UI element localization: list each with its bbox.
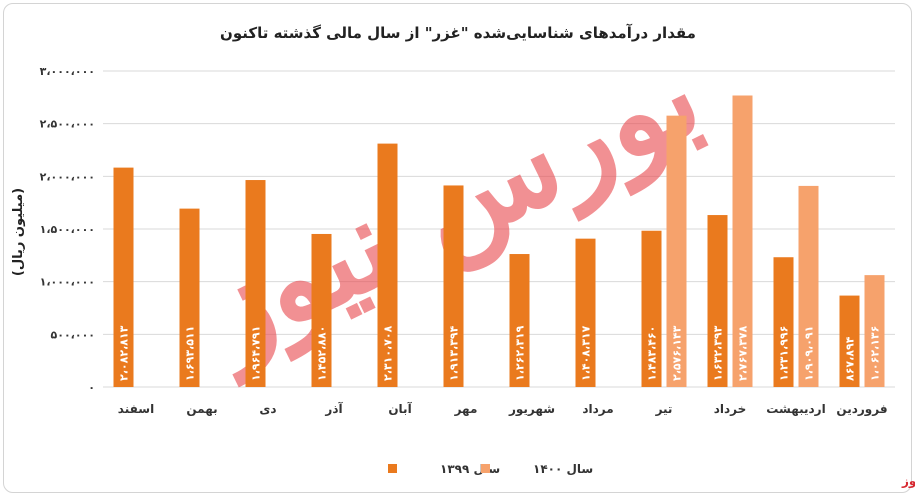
legend-swatch: [481, 464, 490, 473]
data-label: ۱،۴۸۳،۴۶۰: [646, 326, 659, 381]
data-label: ۱،۴۰۸،۳۱۷: [580, 325, 593, 381]
data-label: ۱،۹۱۳،۳۹۴: [448, 325, 461, 381]
bar-1399: [443, 185, 464, 387]
bar-1399: [113, 167, 134, 387]
data-label: ۲،۵۷۶،۱۴۳: [671, 325, 684, 381]
legend-label: سال ۱۴۰۰: [533, 462, 593, 476]
x-tick-label: دی: [259, 402, 276, 416]
y-axis-label: (میلیون ریال): [11, 188, 26, 276]
data-label: ۲،۷۶۷،۳۷۸: [737, 325, 750, 381]
y-tick-label: ۱،۵۰۰،۰۰۰: [40, 223, 95, 236]
y-tick-label: ۵۰۰،۰۰۰: [51, 328, 95, 341]
legend-label: سال ۱۳۹۹: [440, 462, 500, 476]
data-label: ۱،۶۹۳،۵۱۱: [184, 326, 197, 381]
data-label: ۱،۴۵۲،۸۸۰: [316, 326, 329, 381]
bar-1399: [707, 215, 728, 387]
y-tick-label: ۲،۰۰۰،۰۰۰: [40, 170, 95, 183]
x-tick-label: خرداد: [714, 402, 747, 416]
bar-1399: [245, 180, 266, 387]
bars: ۸۶۷،۸۹۴ ۱،۰۶۲،۱۳۶ ۱،۲۳۱،۹۹۶ ۱،۹۰۹،۰۹۱ ۱،۶۳۲،…: [113, 95, 885, 387]
bar-1399: [773, 257, 794, 387]
bar-1399: [575, 238, 596, 387]
data-label: ۱،۲۶۲،۳۱۹: [514, 325, 527, 381]
x-tick-label: آذر: [324, 401, 343, 416]
bar-1400: [864, 275, 885, 387]
bar-1399: [179, 208, 200, 387]
bar-1399: [509, 254, 530, 387]
x-axis-ticks: فروردین اردیبهشت خرداد تیر مرداد شهریور مهر آبا…: [118, 401, 888, 417]
x-tick-label: بهمن: [186, 402, 217, 416]
data-label: ۲،۰۸۲،۸۱۳: [118, 325, 131, 381]
bar-1399: [839, 295, 860, 387]
x-tick-label: آبان: [388, 401, 412, 416]
data-label: ۲،۳۱۰،۷۰۸: [382, 325, 395, 381]
bar-1400: [666, 115, 687, 387]
data-label: ۱،۹۶۴،۷۹۱: [250, 326, 263, 381]
bar-1400: [732, 95, 753, 387]
bar-1400: [798, 185, 819, 387]
brand-mark: بورس‌نیوز: [901, 474, 915, 489]
chart-title: مقدار درآمدهای شناسایی‌شده "غزر" از سال …: [220, 24, 696, 42]
gridlines: [103, 70, 895, 388]
bar-1399: [377, 143, 398, 387]
data-label: ۸۶۷،۸۹۴: [844, 336, 857, 381]
data-label: ۱،۶۳۲،۳۹۳: [712, 325, 725, 381]
data-label: ۱،۹۰۹،۰۹۱: [803, 326, 816, 381]
y-axis-ticks: ۰ ۵۰۰،۰۰۰ ۱،۰۰۰،۰۰۰ ۱،۵۰۰،۰۰۰ ۲،۰۰۰،۰۰۰ ۲،۵۰۰…: [40, 65, 95, 394]
legend-swatch: [388, 464, 397, 473]
x-tick-label: تیر: [655, 402, 673, 416]
data-label: ۱،۰۶۲،۱۳۶: [869, 326, 882, 381]
y-tick-label: ۱،۰۰۰،۰۰۰: [40, 276, 95, 289]
data-label: ۱،۲۳۱،۹۹۶: [778, 326, 791, 381]
y-tick-label: ۰: [88, 381, 95, 394]
bar-1399: [641, 230, 662, 387]
y-tick-label: ۲،۵۰۰،۰۰۰: [40, 118, 95, 131]
y-tick-label: ۳،۰۰۰،۰۰۰: [40, 65, 95, 78]
x-tick-label: شهریور: [508, 402, 555, 417]
x-tick-label: اسفند: [118, 402, 154, 416]
bar-1399: [311, 233, 332, 387]
x-tick-label: اردیبهشت: [766, 402, 825, 416]
x-tick-label: فروردین: [836, 402, 887, 417]
legend: سال ۱۳۹۹ سال ۱۴۰۰: [388, 462, 593, 476]
x-tick-label: مرداد: [582, 402, 613, 416]
x-tick-label: مهر: [454, 402, 478, 416]
